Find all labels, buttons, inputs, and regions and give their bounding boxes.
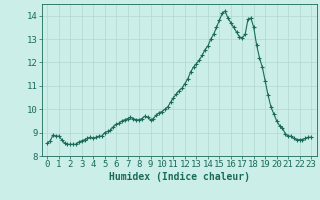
X-axis label: Humidex (Indice chaleur): Humidex (Indice chaleur) [109,172,250,182]
